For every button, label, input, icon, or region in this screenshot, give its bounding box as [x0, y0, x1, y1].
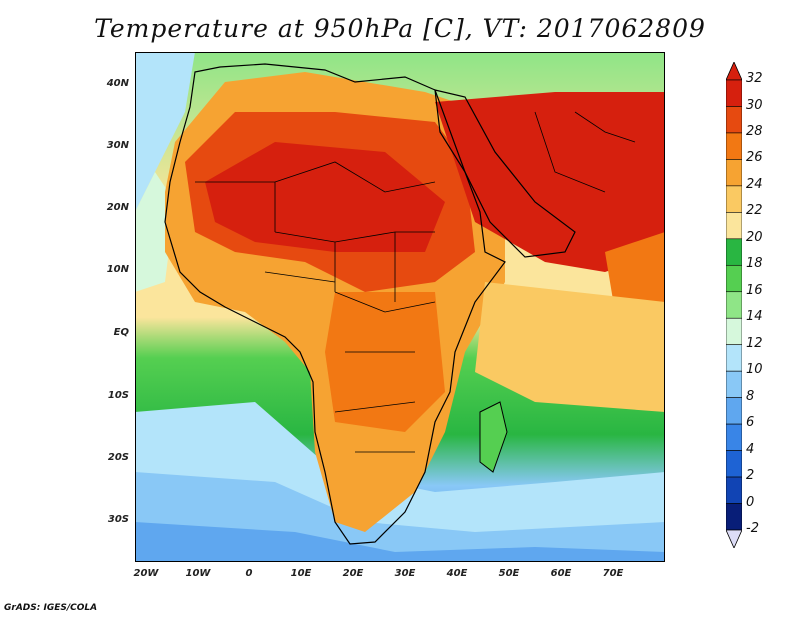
colorbar-level-label: 18: [746, 256, 763, 272]
y-tick-label: 20S: [107, 452, 129, 463]
colorbar-swatch: [726, 423, 742, 451]
colorbar-level-label: 28: [746, 123, 763, 139]
south-ocean-band-3: [135, 522, 665, 562]
atlantic-cool-region: [135, 52, 195, 212]
colorbar-top-arrow: [726, 62, 742, 81]
colorbar-level-label: 10: [746, 362, 763, 378]
colorbar-swatch: [726, 503, 742, 531]
colorbar-swatch: [726, 212, 742, 240]
arabia-hot: [435, 92, 665, 272]
colorbar-swatch: [726, 397, 742, 425]
colorbar-level-label: 12: [746, 335, 763, 351]
x-tick-label: 70E: [602, 568, 624, 579]
colorbar-swatch: [726, 132, 742, 160]
y-tick-label: 30S: [107, 514, 129, 525]
sahara-core: [205, 142, 445, 252]
colorbar-level-label: 8: [746, 388, 755, 404]
colorbar-level-label: 24: [746, 176, 763, 192]
central-africa-warm: [325, 292, 445, 432]
colorbar-swatch: [726, 264, 742, 293]
arabia-coastline: [434, 89, 576, 258]
temperature-map: [135, 52, 665, 562]
x-tick-label: 0: [245, 568, 253, 579]
x-tick-label: 50E: [498, 568, 520, 579]
y-tick-label: EQ: [113, 327, 129, 338]
colorbar-swatch: [726, 450, 742, 478]
map-panel: 40N 30N 20N 10N EQ 10S 20S 30S 20W 10W 0…: [107, 52, 665, 579]
y-tick-label: 10N: [106, 264, 129, 275]
country-borders: [195, 111, 636, 453]
africa-coastline: [164, 63, 506, 545]
y-tick-label: 30N: [106, 140, 129, 151]
colorbar-bottom-arrow: [726, 529, 742, 548]
madagascar: [479, 401, 508, 473]
map-frame: [135, 52, 665, 562]
x-tick-label: 60E: [550, 568, 572, 579]
colorbar-swatch: [726, 79, 742, 107]
colorbar-level-label: 14: [746, 309, 763, 325]
colorbar-swatch: [726, 185, 742, 213]
x-tick-label: 40E: [446, 568, 468, 579]
colorbar-level-label: 20: [746, 229, 763, 245]
colorbar-level-label: 4: [746, 441, 755, 457]
colorbar-swatch: [726, 370, 742, 398]
x-tick-label: 10E: [290, 568, 312, 579]
x-tick-label: 30E: [394, 568, 416, 579]
colorbar-level-label: 26: [746, 150, 763, 166]
colorbar-level-label: 6: [746, 415, 755, 431]
colorbar-swatch: [726, 317, 742, 346]
y-tick-label: 40N: [106, 78, 129, 89]
colorbar-level-label: 32: [746, 71, 763, 86]
colorbar-level-label: 2: [746, 468, 755, 484]
footer-credit: GrADS: IGES/COLA: [4, 603, 98, 613]
y-tick-label: 10S: [107, 390, 129, 401]
x-tick-label: 20W: [133, 568, 159, 579]
colorbar-swatch: [726, 238, 742, 266]
colorbar: [726, 62, 742, 548]
colorbar-swatch: [726, 476, 742, 504]
y-tick-label: 20N: [106, 202, 129, 213]
colorbar-level-label: -2: [746, 521, 759, 536]
x-tick-label: 20E: [342, 568, 364, 579]
colorbar-swatch: [726, 159, 742, 187]
colorbar-swatch: [726, 344, 742, 372]
colorbar-level-label: 0: [746, 494, 755, 510]
colorbar-swatch: [726, 291, 742, 319]
colorbar-level-label: 22: [746, 203, 763, 219]
colorbar-level-label: 30: [746, 97, 763, 113]
colorbar-swatch: [726, 106, 742, 134]
indian-ocean-warm: [475, 282, 665, 412]
chart-title: Temperature at 950hPa [C], VT: 201706280…: [94, 14, 706, 43]
colorbar-level-label: 16: [746, 282, 763, 298]
x-tick-label: 10W: [185, 568, 211, 579]
